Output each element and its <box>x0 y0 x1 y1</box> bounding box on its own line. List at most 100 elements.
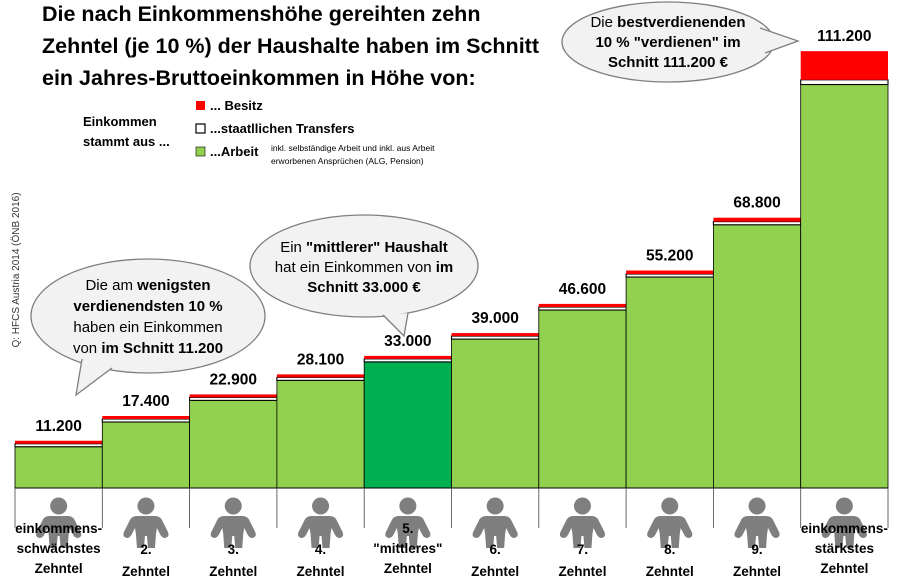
bar-arbeit-1 <box>14 446 103 489</box>
bubble-middle: Ein "mittlerer" Haushalt hat ein Einkomme… <box>249 214 479 338</box>
title-line-3: ein Jahres-Bruttoeinkommen in Höhe von: <box>42 66 476 90</box>
bubble-middle-segment: "mittlerer" Haushalt <box>306 239 448 256</box>
title-line-2: Zehntel (je 10 %) der Haushalte haben im… <box>42 34 539 58</box>
bubble-middle-shape <box>249 214 479 318</box>
bubble-lowest-tail-mask <box>83 355 111 368</box>
person-icon-8 <box>647 497 693 548</box>
decile-label-1-line-3: Zehntel <box>35 561 83 576</box>
legend-intro-line-1: Einkommen <box>83 114 157 129</box>
person-icon-9 <box>734 497 780 548</box>
value-label-3: 22.900 <box>210 371 257 388</box>
bar-transfers-1 <box>14 443 103 448</box>
bubble-highest-segment: 10 % "verdienen" im <box>595 34 740 51</box>
bar-transfers-2 <box>101 418 191 423</box>
value-label-2: 17.400 <box>122 393 169 410</box>
decile-label-1-line-1: einkommens- <box>15 521 102 536</box>
bar-group <box>14 51 889 528</box>
value-label-8: 55.200 <box>646 248 693 265</box>
bar-arbeit-6 <box>451 338 540 489</box>
bar-besitz-4 <box>276 374 365 378</box>
bar-arbeit-7 <box>538 309 627 489</box>
decile-label-6-line-2: Zehntel <box>471 564 519 579</box>
decile-label-10-line-3: Zehntel <box>820 561 868 576</box>
bubble-lowest-segment: von <box>73 340 101 357</box>
decile-label-7-line-2: Zehntel <box>558 564 606 579</box>
decile-label-10-line-2: stärkstes <box>815 541 874 556</box>
legend-swatch-transfers <box>195 123 206 134</box>
bubble-lowest-segment: wenigsten <box>136 277 210 294</box>
bubble-lowest-segment: haben ein Einkommen <box>73 319 222 336</box>
bar-arbeit-9 <box>713 224 802 489</box>
decile-label-8-line-2: Zehntel <box>646 564 694 579</box>
bar-transfers-10 <box>800 79 889 86</box>
value-label-4: 28.100 <box>297 351 344 368</box>
value-label-9: 68.800 <box>733 195 780 212</box>
bar-transfers-9 <box>712 221 802 226</box>
bubble-middle-segment: Schnitt 33.000 € <box>307 279 421 296</box>
bar-besitz-10 <box>800 51 888 80</box>
title-line-1: Die nach Einkommenshöhe gereihten zehn <box>42 2 480 26</box>
bubble-middle-text: Ein "mittlerer" Haushalt hat ein Einkomme… <box>275 239 453 296</box>
decile-label-5-line-3: Zehntel <box>384 561 432 576</box>
bubble-highest-segment: bestverdienenden <box>617 14 745 31</box>
bar-besitz-8 <box>626 270 714 275</box>
bar-besitz-5 <box>364 355 452 359</box>
bar-arbeit-3 <box>189 399 278 489</box>
bubble-middle-tail-mask <box>384 309 407 315</box>
legend-label-arbeit: ...Arbeit <box>210 144 259 159</box>
decile-label-3-line-2: Zehntel <box>209 564 257 579</box>
person-icon-2 <box>123 497 169 548</box>
legend: Einkommen stammt aus ... ... Besitz ...s… <box>83 98 435 166</box>
bubble-lowest-segment: im Schnitt 11.200 <box>101 340 223 357</box>
person-icon-4 <box>297 497 344 548</box>
decile-label-2-line-2: Zehntel <box>122 564 170 579</box>
bar-transfers-3 <box>189 396 278 401</box>
legend-label-besitz: ... Besitz <box>210 98 263 113</box>
bubble-middle-tail <box>382 312 409 338</box>
bar-besitz-7 <box>538 303 627 308</box>
legend-note-line-1: inkl. selbständige Arbeit und inkl. aus … <box>271 143 435 153</box>
decile-label-8-line-1: 8. <box>664 542 675 557</box>
decile-label-group: einkommens-schwächstes Zehntel 2. Zehntel 3.… <box>15 521 888 579</box>
decile-label-2-line-1: 2. <box>140 542 151 557</box>
bubble-lowest-tail <box>75 358 113 397</box>
bar-transfers-6 <box>450 335 540 340</box>
chart-title: Die nach Einkommenshöhe gereihten zehn Z… <box>42 2 539 90</box>
bar-besitz-9 <box>713 217 801 222</box>
bar-arbeit-8 <box>625 276 714 489</box>
bar-arbeit-2 <box>101 421 191 489</box>
bubble-middle-segment: hat ein Einkommen von <box>275 259 436 276</box>
bubble-middle-segment: im <box>436 259 454 276</box>
bubble-lowest-text: Die am wenigsten verdienendsten 10 % haben… <box>73 277 223 357</box>
decile-label-1-line-2: schwächstes <box>17 541 101 556</box>
legend-swatch-arbeit <box>195 146 206 157</box>
value-label-1: 11.200 <box>35 418 82 435</box>
bubble-lowest: Die am wenigsten verdienendsten 10 % haben… <box>30 258 266 397</box>
legend-label-transfers: ...staatllichen Transfers <box>210 121 355 136</box>
value-label-6: 39.000 <box>471 310 518 327</box>
decile-label-3-line-1: 3. <box>228 542 239 557</box>
decile-label-5-line-2: "mittleres" <box>373 541 442 556</box>
decile-label-9-line-2: Zehntel <box>733 564 781 579</box>
bubble-highest-text: Die bestverdienenden 10 % "verdienen" im S… <box>590 14 745 71</box>
decile-label-9-line-1: 9. <box>751 542 762 557</box>
bubble-lowest-shape <box>30 258 266 374</box>
decile-label-4-line-2: Zehntel <box>297 564 345 579</box>
decile-label-10-line-1: einkommens- <box>801 521 888 536</box>
bar-arbeit-10 <box>800 84 889 489</box>
bubble-highest-segment: Die <box>590 14 617 31</box>
value-label-5: 33.000 <box>384 333 431 350</box>
decile-label-4-line-1: 4. <box>315 542 326 557</box>
bar-besitz-2 <box>102 416 190 419</box>
value-label-10: 111.200 <box>817 28 871 45</box>
value-label-group: 11.200 17.400 22.900 28.100 33.000 39.000 46.6… <box>35 28 871 435</box>
person-icon-3 <box>210 497 256 548</box>
value-label-7: 46.600 <box>559 281 606 298</box>
bar-arbeit-4 <box>276 379 365 489</box>
bubble-middle-segment: Ein <box>280 239 306 256</box>
bubble-lowest-segment: Die am <box>85 277 137 294</box>
person-icon-7 <box>559 497 606 548</box>
bar-arbeit-5 <box>363 361 452 489</box>
bar-besitz-3 <box>189 394 277 398</box>
